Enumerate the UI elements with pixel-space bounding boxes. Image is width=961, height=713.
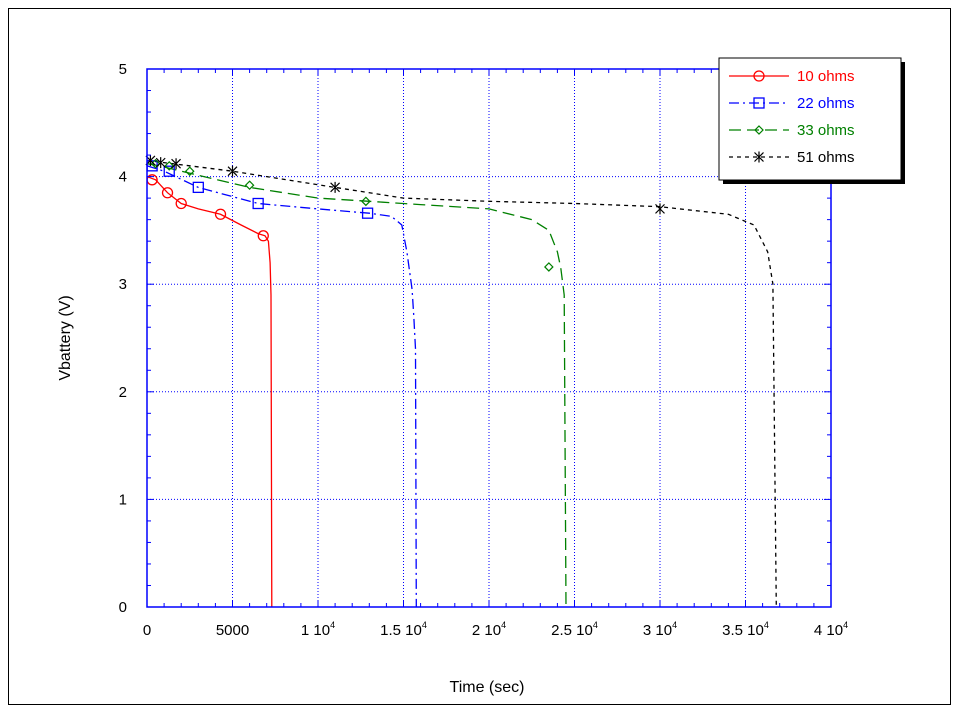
x-tick-label-base: 1.5 10 xyxy=(380,622,422,639)
legend-label: 10 ohms xyxy=(797,68,855,85)
x-tick-label-base: 1 10 xyxy=(301,622,330,639)
x-tick-label: 5000 xyxy=(216,622,249,639)
data-point-22-ohms xyxy=(163,165,175,177)
x-tick-label-base: 5000 xyxy=(216,622,249,639)
x-tick-label: 2 104 xyxy=(472,620,506,639)
legend-label: 33 ohms xyxy=(797,122,855,139)
data-point-33-ohms xyxy=(361,196,371,207)
y-axis-title: Vbattery (V) xyxy=(57,295,74,380)
data-point-51-ohms xyxy=(171,158,181,170)
x-tick-label: 1 104 xyxy=(301,620,335,639)
x-axis-title: Time (sec) xyxy=(450,679,525,696)
x-tick-label-base: 0 xyxy=(143,622,151,639)
x-tick-label: 2.5 104 xyxy=(551,620,598,639)
x-tick-label-base: 3 10 xyxy=(643,622,672,639)
marker-layer xyxy=(145,154,665,272)
series-line-10-ohms xyxy=(147,175,273,607)
x-tick-label: 0 xyxy=(143,622,151,639)
x-tick-label: 4 104 xyxy=(814,620,848,639)
y-tick-label: 3 xyxy=(119,276,127,293)
data-point-51-ohms xyxy=(330,181,341,193)
x-axis-tick-labels: 0 5000 1 104 1.5 104 2 104 2.5 104 3 104 3.5 10… xyxy=(143,620,848,639)
data-point-10-ohms xyxy=(214,208,227,220)
legend-label: 51 ohms xyxy=(797,149,855,166)
x-tick-label-exponent: 4 xyxy=(422,620,427,630)
data-point-22-ohms xyxy=(192,181,204,194)
data-point-33-ohms xyxy=(184,166,195,177)
y-tick-label: 4 xyxy=(119,169,127,186)
x-tick-label-base: 3.5 10 xyxy=(722,622,764,639)
x-tick-label-base: 4 10 xyxy=(814,622,843,639)
series-line-22-ohms xyxy=(147,165,417,607)
x-tick-label-exponent: 4 xyxy=(330,620,335,630)
legend-label: 22 ohms xyxy=(797,95,855,112)
data-point-10-ohms xyxy=(175,197,187,210)
series-layer xyxy=(147,159,777,607)
y-tick-label: 2 xyxy=(119,384,127,401)
legend-marker xyxy=(754,125,764,135)
x-tick-label-exponent: 4 xyxy=(593,620,598,630)
y-tick-label: 5 xyxy=(119,61,127,78)
data-point-22-ohms xyxy=(252,197,264,210)
x-tick-label-exponent: 4 xyxy=(764,620,769,630)
data-point-22-ohms xyxy=(361,207,374,219)
data-point-51-ohms xyxy=(155,157,166,169)
x-tick-label-base: 2 10 xyxy=(472,622,501,639)
x-tick-label-exponent: 4 xyxy=(843,620,848,630)
y-tick-label: 1 xyxy=(119,491,127,508)
data-point-33-ohms xyxy=(544,262,554,272)
series-line-51-ohms xyxy=(147,159,777,607)
x-tick-label-exponent: 4 xyxy=(672,620,677,630)
data-point-10-ohms xyxy=(161,187,174,199)
x-tick-label: 3.5 104 xyxy=(722,620,769,639)
legend-marker xyxy=(754,151,764,163)
x-tick-label-exponent: 4 xyxy=(501,620,506,630)
x-tick-label-base: 2.5 10 xyxy=(551,622,593,639)
legend-marker xyxy=(753,97,765,109)
series-line-33-ohms xyxy=(147,163,567,607)
x-tick-label: 3 104 xyxy=(643,620,677,639)
legend-marker xyxy=(753,70,765,82)
data-point-33-ohms xyxy=(164,160,175,171)
grid xyxy=(147,69,831,607)
legend-box xyxy=(718,57,902,181)
legend: 10 ohms 22 ohms 33 ohms 51 ohms xyxy=(718,57,905,184)
y-axis-tick-labels: 0 1 2 3 4 5 xyxy=(119,61,127,616)
x-tick-label: 1.5 104 xyxy=(380,620,427,639)
data-point-51-ohms xyxy=(227,165,238,177)
y-tick-label: 0 xyxy=(119,599,127,616)
data-point-10-ohms xyxy=(257,230,269,242)
data-point-33-ohms xyxy=(244,180,255,191)
data-point-51-ohms xyxy=(655,203,665,215)
